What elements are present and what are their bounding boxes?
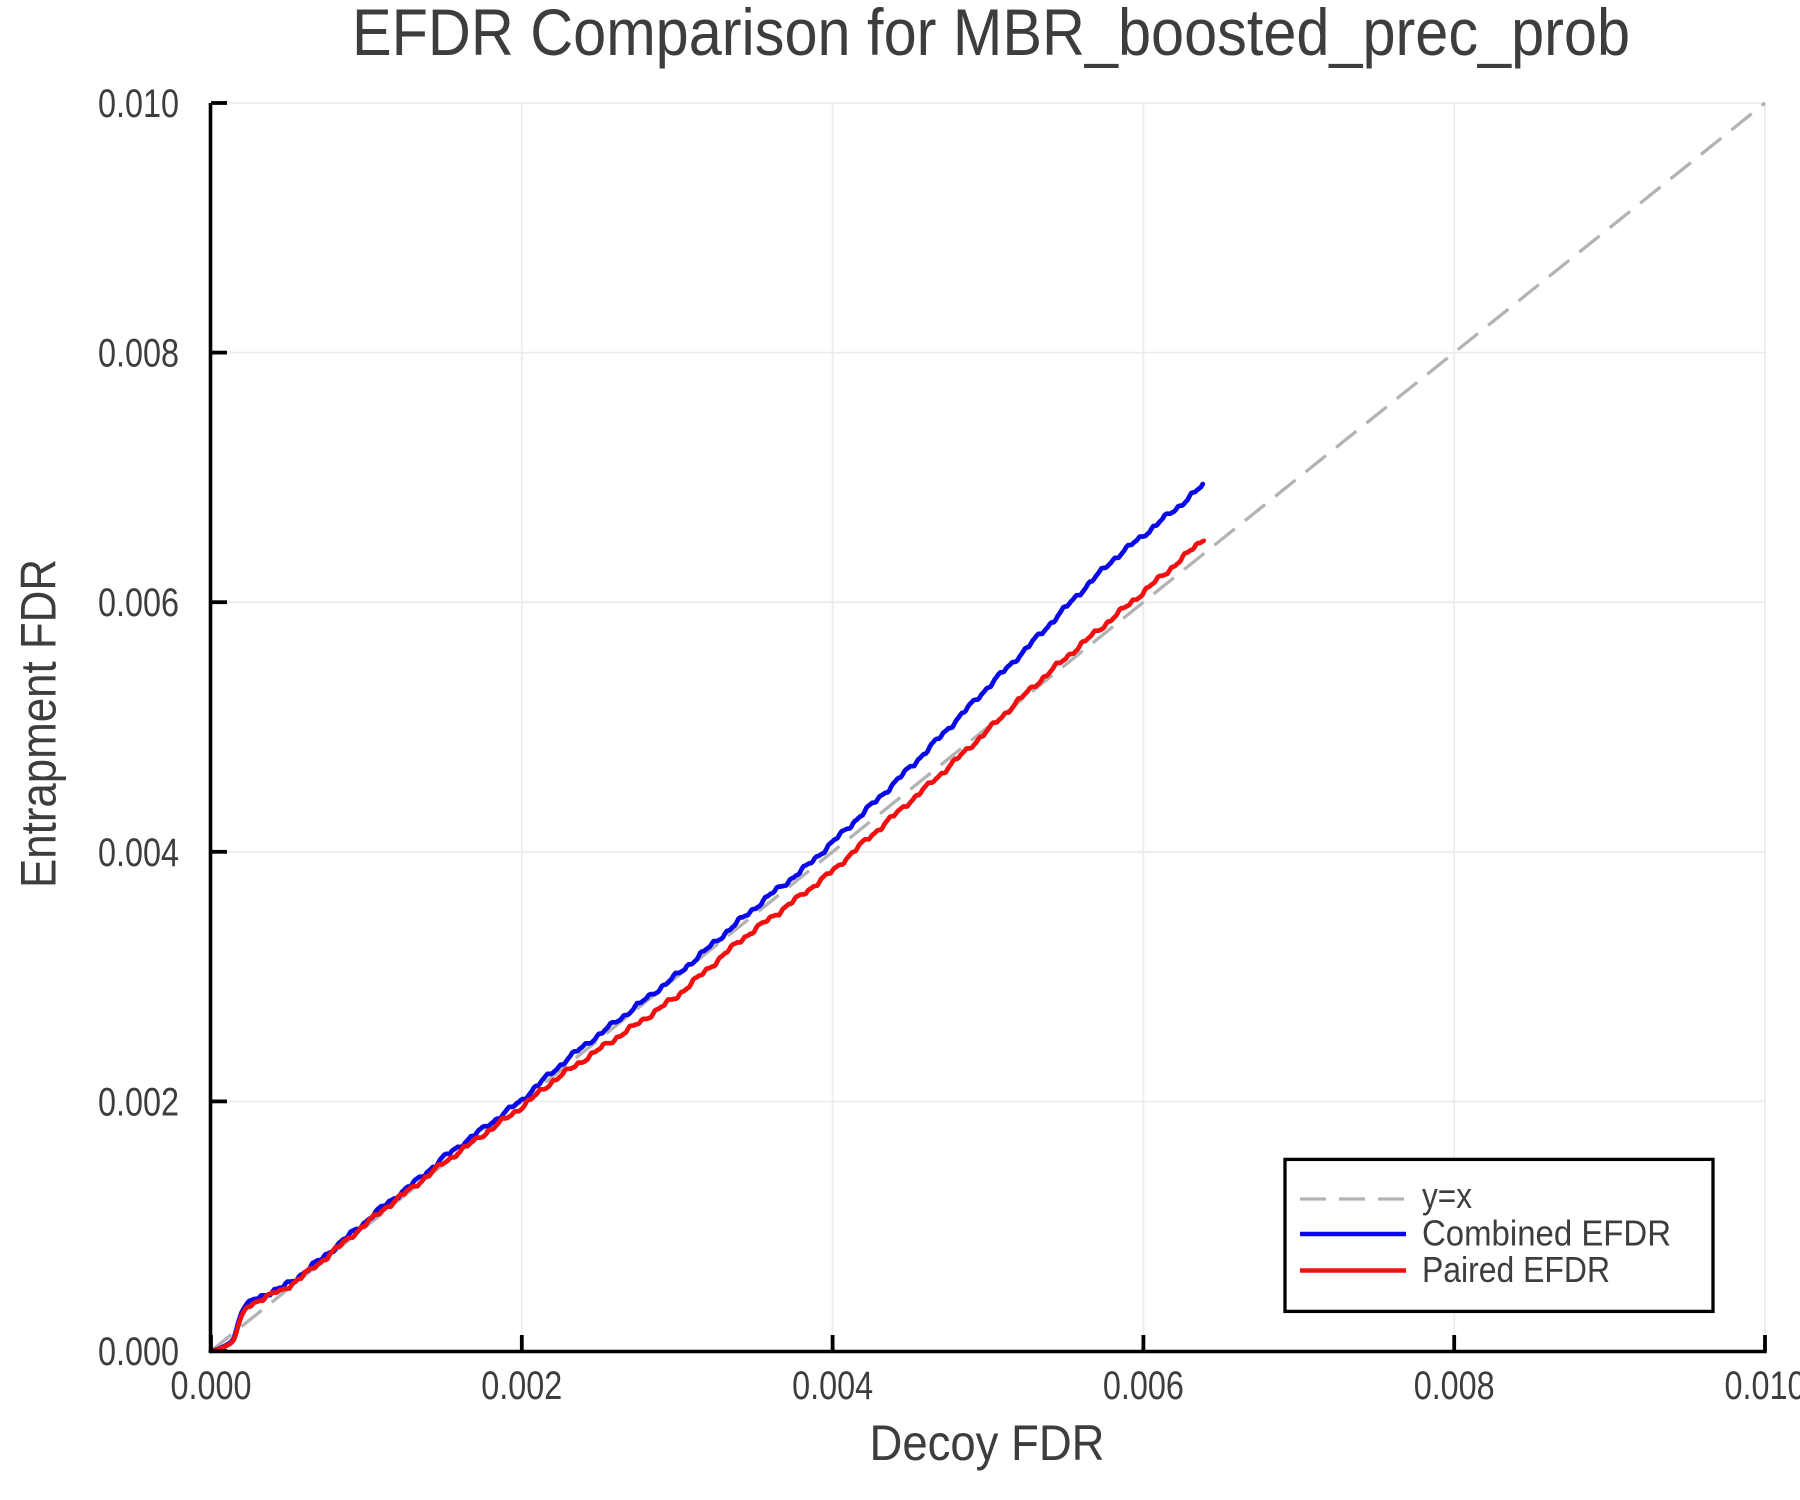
svg-text:0.002: 0.002 [481,1364,562,1408]
svg-text:EFDR Comparison for MBR_booste: EFDR Comparison for MBR_boosted_prec_pro… [352,0,1630,69]
svg-text:0.008: 0.008 [98,332,179,376]
svg-text:Combined EFDR: Combined EFDR [1422,1213,1671,1254]
svg-text:0.000: 0.000 [98,1330,179,1374]
svg-text:y=x: y=x [1422,1175,1472,1216]
svg-text:0.006: 0.006 [98,581,179,625]
svg-text:0.004: 0.004 [792,1364,873,1408]
svg-text:0.010: 0.010 [1725,1364,1800,1408]
svg-text:0.002: 0.002 [98,1080,179,1124]
svg-text:0.004: 0.004 [98,831,179,875]
svg-text:Decoy FDR: Decoy FDR [870,1415,1105,1471]
svg-text:0.006: 0.006 [1103,1364,1184,1408]
svg-text:Entrapment FDR: Entrapment FDR [11,559,67,888]
svg-text:0.008: 0.008 [1414,1364,1495,1408]
svg-text:Paired EFDR: Paired EFDR [1422,1249,1610,1290]
svg-text:0.000: 0.000 [171,1364,252,1408]
svg-text:0.010: 0.010 [98,82,179,126]
